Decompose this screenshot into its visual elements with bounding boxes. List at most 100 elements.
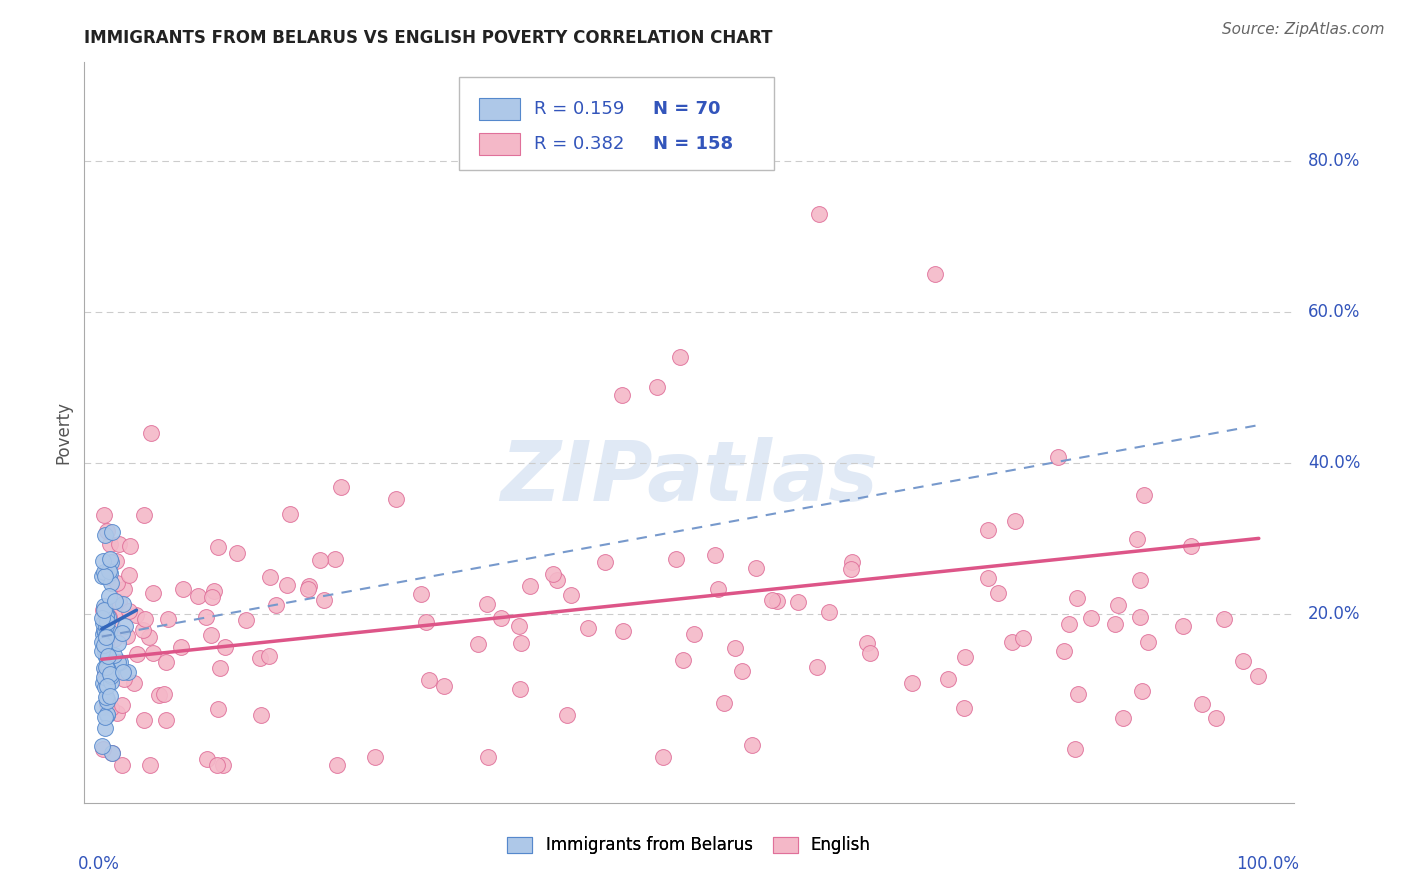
Point bbox=[94, 710, 117, 724]
Point bbox=[94, 606, 117, 620]
Point bbox=[98, 564, 121, 578]
Point bbox=[96, 707, 118, 722]
FancyBboxPatch shape bbox=[478, 133, 520, 155]
Point bbox=[101, 659, 124, 673]
Point bbox=[207, 758, 229, 772]
Point bbox=[100, 576, 122, 591]
Point bbox=[977, 523, 1000, 537]
Point bbox=[94, 650, 117, 665]
Point bbox=[264, 598, 287, 612]
Point bbox=[101, 746, 124, 760]
Point bbox=[312, 593, 335, 607]
FancyBboxPatch shape bbox=[460, 78, 773, 169]
Point bbox=[651, 749, 673, 764]
Point bbox=[209, 660, 232, 674]
Point bbox=[170, 640, 193, 654]
Point bbox=[329, 480, 352, 494]
Point bbox=[98, 552, 121, 566]
Point bbox=[107, 655, 129, 669]
Text: R = 0.159: R = 0.159 bbox=[534, 100, 624, 118]
Point bbox=[509, 682, 531, 697]
Point bbox=[98, 610, 121, 624]
Point bbox=[433, 679, 456, 693]
Point bbox=[118, 568, 141, 582]
Text: IMMIGRANTS FROM BELARUS VS ENGLISH POVERTY CORRELATION CHART: IMMIGRANTS FROM BELARUS VS ENGLISH POVER… bbox=[84, 29, 773, 47]
Point bbox=[612, 624, 634, 639]
Point bbox=[101, 525, 124, 540]
Point bbox=[1004, 514, 1026, 528]
Point bbox=[100, 700, 122, 714]
Point bbox=[259, 569, 281, 583]
Point bbox=[682, 627, 704, 641]
Point bbox=[96, 630, 118, 644]
Point bbox=[97, 663, 120, 677]
Point bbox=[90, 739, 112, 753]
Point bbox=[91, 676, 114, 690]
Text: 60.0%: 60.0% bbox=[1308, 302, 1361, 321]
Point bbox=[94, 619, 117, 633]
Point bbox=[766, 594, 789, 608]
Point bbox=[257, 648, 280, 663]
Point bbox=[326, 758, 349, 772]
Point bbox=[1213, 612, 1236, 626]
Point bbox=[132, 508, 155, 522]
Point bbox=[90, 635, 112, 649]
Point bbox=[112, 665, 135, 680]
Point bbox=[806, 660, 828, 674]
Point bbox=[91, 700, 114, 714]
Point bbox=[475, 597, 498, 611]
Point bbox=[93, 603, 115, 617]
Point bbox=[97, 610, 120, 624]
Point bbox=[977, 571, 1000, 585]
Point bbox=[510, 636, 533, 650]
Point bbox=[127, 647, 149, 661]
Point bbox=[808, 206, 831, 220]
Point bbox=[187, 589, 209, 603]
Point bbox=[96, 679, 118, 693]
Point bbox=[202, 584, 225, 599]
Point bbox=[1132, 684, 1154, 698]
Point bbox=[508, 619, 530, 633]
Point bbox=[278, 507, 301, 521]
Point bbox=[276, 577, 298, 591]
Point bbox=[195, 752, 218, 766]
Point bbox=[938, 672, 960, 686]
Point bbox=[669, 350, 692, 364]
Point bbox=[100, 669, 122, 683]
Point bbox=[94, 681, 117, 695]
Point bbox=[207, 540, 229, 554]
Point bbox=[91, 742, 114, 756]
Point bbox=[112, 672, 135, 686]
Point bbox=[100, 619, 122, 633]
Point bbox=[91, 603, 114, 617]
Point bbox=[841, 555, 863, 569]
Point bbox=[1001, 634, 1024, 648]
Point bbox=[665, 552, 688, 566]
Text: Source: ZipAtlas.com: Source: ZipAtlas.com bbox=[1222, 22, 1385, 37]
Point bbox=[546, 574, 568, 588]
Point bbox=[645, 380, 668, 394]
Point bbox=[713, 696, 735, 710]
Point bbox=[93, 660, 115, 674]
Point bbox=[761, 592, 783, 607]
Point bbox=[117, 665, 139, 679]
Point bbox=[467, 637, 489, 651]
Point bbox=[111, 698, 134, 712]
Point bbox=[593, 556, 616, 570]
Point bbox=[103, 648, 125, 662]
Point bbox=[249, 651, 271, 665]
Point bbox=[97, 570, 120, 584]
Point bbox=[142, 586, 165, 600]
Point bbox=[96, 698, 118, 712]
Point bbox=[103, 632, 125, 646]
Point bbox=[107, 706, 129, 721]
Point bbox=[987, 586, 1010, 600]
Point bbox=[93, 508, 115, 522]
Point bbox=[93, 623, 115, 637]
Point bbox=[94, 721, 117, 735]
Point bbox=[91, 554, 114, 568]
Point bbox=[612, 388, 634, 402]
Point bbox=[1180, 539, 1202, 553]
Point bbox=[107, 636, 129, 650]
Point bbox=[155, 655, 177, 669]
